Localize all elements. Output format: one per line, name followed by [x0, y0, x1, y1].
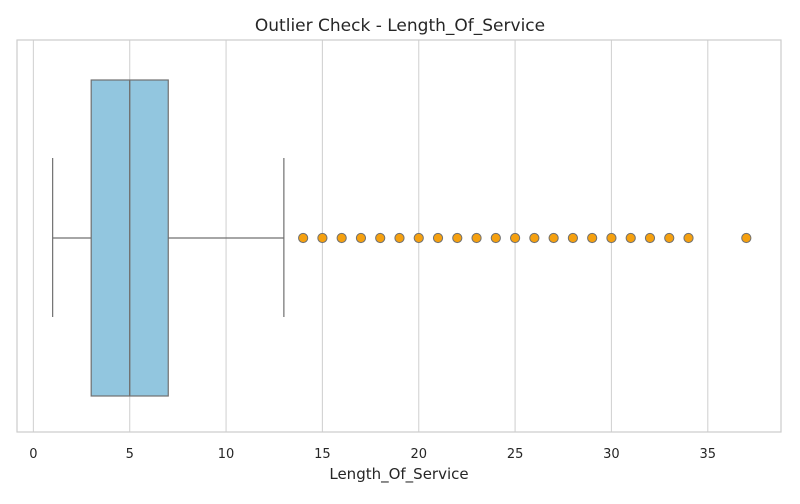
x-tick-label-30: 30 — [603, 447, 620, 462]
x-tick-label-35: 35 — [700, 447, 717, 462]
outlier-point-17 — [625, 232, 636, 244]
outlier-point-19 — [664, 232, 675, 244]
outlier-point-18 — [644, 232, 656, 244]
outlier-point-20 — [683, 232, 694, 244]
outlier-point-8 — [452, 232, 463, 244]
x-tick-label-10: 10 — [218, 447, 235, 462]
outlier-point-2 — [336, 232, 347, 244]
x-tick-label-25: 25 — [507, 447, 524, 462]
x-axis-label: Length_Of_Service — [329, 465, 468, 484]
outlier-point-14 — [567, 232, 578, 244]
outlier-point-4 — [375, 232, 386, 244]
outlier-point-16 — [606, 232, 617, 244]
outlier-point-21 — [741, 232, 752, 244]
outlier-point-6 — [413, 232, 424, 244]
outlier-point-11 — [509, 232, 521, 244]
x-tick-label-0: 0 — [29, 447, 37, 462]
outlier-point-1 — [317, 232, 328, 244]
x-tick-label-20: 20 — [410, 447, 427, 462]
outlier-point-9 — [471, 232, 482, 244]
outlier-point-13 — [548, 232, 559, 244]
outlier-point-7 — [432, 232, 444, 244]
outlier-point-12 — [529, 232, 540, 244]
outlier-point-3 — [355, 232, 367, 244]
x-axis-ticks: 0 5 10 15 20 25 30 35 — [29, 447, 716, 462]
x-tick-label-15: 15 — [314, 447, 331, 462]
plot-frame — [16, 39, 782, 433]
outlier-point-0 — [298, 232, 309, 244]
outlier-point-10 — [490, 232, 501, 244]
outlier-point-15 — [587, 232, 598, 244]
outlier-points — [298, 232, 752, 244]
box-group — [52, 79, 285, 397]
x-tick-label-5: 5 — [126, 447, 134, 462]
outlier-point-5 — [394, 232, 405, 244]
chart-title: Outlier Check - Length_Of_Service — [255, 16, 545, 36]
